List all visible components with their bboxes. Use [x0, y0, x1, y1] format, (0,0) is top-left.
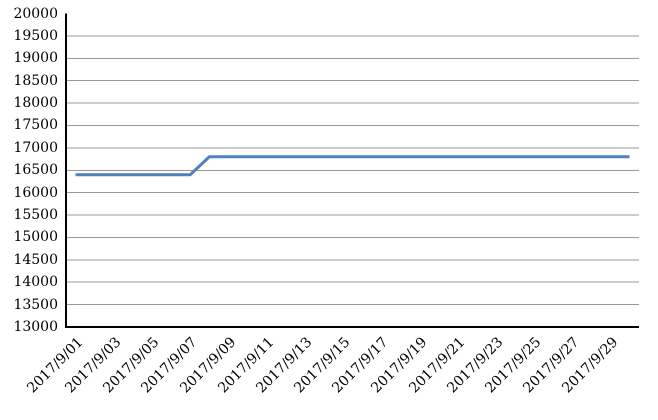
y-axis-tick-label: 16000 — [13, 184, 58, 201]
y-axis-tick-label: 19500 — [13, 27, 58, 44]
y-axis-tick-label: 18000 — [13, 95, 58, 112]
y-axis-tick-label: 16500 — [13, 162, 58, 179]
y-axis-tick-label: 20000 — [13, 5, 58, 22]
y-axis-tick-label: 15000 — [13, 229, 58, 246]
y-axis-tick-label: 17000 — [13, 139, 58, 156]
y-axis-tick-label: 13000 — [13, 319, 58, 335]
data-series-line — [75, 155, 630, 177]
y-axis-tick-label: 19000 — [13, 50, 58, 67]
y-axis-tick-label: 15500 — [13, 207, 58, 224]
y-axis-tick-label: 14500 — [13, 251, 58, 268]
y-axis-tick-label: 17500 — [13, 117, 58, 134]
y-axis-tick-label: 14000 — [13, 274, 58, 291]
y-axis-tick-label: 13500 — [13, 296, 58, 313]
y-axis-tick-label: 18500 — [13, 72, 58, 89]
